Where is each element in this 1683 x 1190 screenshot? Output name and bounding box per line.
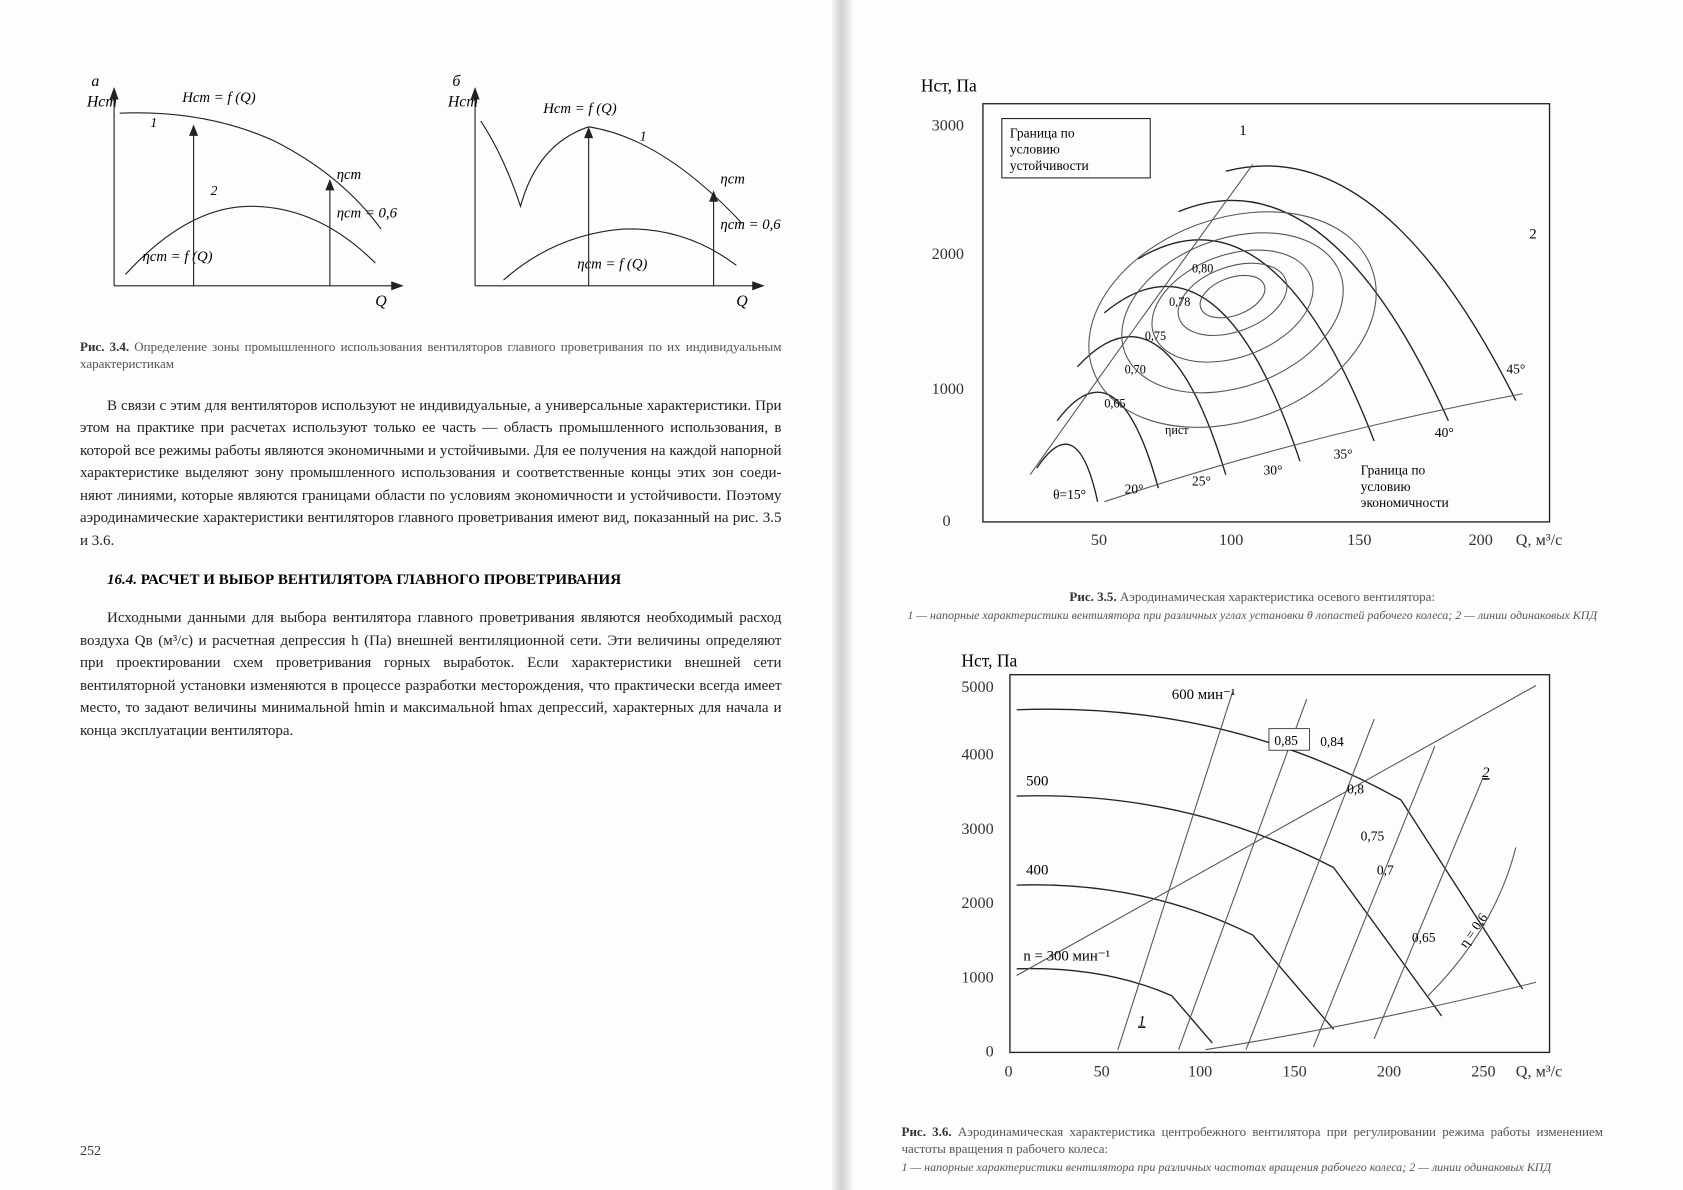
fig-3-5-caption: Рис. 3.5. Аэродинамическая характеристик… — [902, 588, 1604, 623]
eta-label-a: ηст — [337, 167, 362, 183]
c36-e1: 0,7 — [1376, 863, 1393, 878]
c36-xt4: 200 — [1376, 1064, 1400, 1081]
num2-a: 2 — [211, 183, 218, 198]
c35-xt1: 100 — [1219, 532, 1243, 549]
c35-xlabel: Q, м³/с — [1515, 532, 1562, 549]
x-label-b: Q — [736, 293, 748, 310]
section-16-4-title: 16.4. РАСЧЕТ И ВЫБОР ВЕНТИЛЯТОРА ГЛАВНОГ… — [80, 572, 782, 589]
c36-s2: 500 — [1026, 774, 1048, 790]
c36-xlabel: Q, м³/с — [1515, 1064, 1562, 1081]
eq-eta-a: ηст = f (Q) — [142, 249, 212, 265]
right-page: Hст, Па 0 1000 2000 3000 50 100 150 200 … — [842, 0, 1683, 1190]
label-a: а — [91, 73, 99, 90]
svg-text:условию: условию — [1360, 479, 1410, 494]
c36-e2: 0,75 — [1360, 829, 1384, 844]
c36-s3: 600 мин⁻¹ — [1171, 687, 1234, 703]
c35-yt3: 3000 — [931, 118, 963, 135]
c35-n2: 2 — [1529, 227, 1536, 243]
c35-a6: 45° — [1506, 362, 1525, 377]
svg-text:устойчивости: устойчивости — [1009, 158, 1088, 173]
y-label-b: Hст — [447, 93, 478, 110]
c35-yt2: 2000 — [931, 246, 963, 263]
book-spine — [832, 0, 852, 1190]
svg-text:Граница по: Граница по — [1009, 125, 1074, 140]
c36-e4: 0,84 — [1320, 734, 1344, 749]
eq-eta-b: ηст = f (Q) — [577, 257, 647, 273]
c35-n1: 1 — [1239, 123, 1246, 139]
c35-e1: 0,70 — [1124, 363, 1145, 377]
c35-xt2: 150 — [1347, 532, 1371, 549]
c36-yt1: 1000 — [961, 969, 993, 986]
c36-xt0: 0 — [1004, 1064, 1012, 1081]
c36-xt5: 250 — [1471, 1064, 1495, 1081]
caption-3-5-sub: 1 — напорные характеристики вентилятора … — [907, 608, 1597, 622]
c35-e0: 0,65 — [1104, 396, 1125, 410]
caption-3-6-bold: Рис. 3.6. — [902, 1124, 952, 1139]
c35-xt3: 200 — [1468, 532, 1492, 549]
c35-a3: 30° — [1263, 463, 1282, 478]
c36-ylabel: Hст, Па — [961, 651, 1017, 671]
eq-hcm-a: Hст = f (Q) — [181, 90, 256, 106]
fig-3-5-chart: Hст, Па 0 1000 2000 3000 50 100 150 200 … — [902, 70, 1604, 574]
c35-e4: 0,80 — [1192, 261, 1213, 275]
svg-text:Граница по: Граница по — [1360, 463, 1425, 478]
caption-3-6-main: Аэродинамическая характеристика центробе… — [902, 1124, 1604, 1157]
c35-xt0: 50 — [1090, 532, 1106, 549]
c36-e3: 0,8 — [1347, 782, 1364, 797]
c35-a0: θ=15° — [1053, 487, 1086, 502]
c36-xt3: 150 — [1282, 1064, 1306, 1081]
eta-label-b: ηст — [720, 172, 745, 188]
num1-a: 1 — [150, 115, 157, 130]
left-page: а Hст Q Hст = f (Q) 1 ηст = f (Q) 2 ηст … — [0, 0, 842, 1190]
fig-3-6-caption: Рис. 3.6. Аэродинамическая характеристик… — [902, 1123, 1604, 1176]
c35-a1: 20° — [1124, 482, 1143, 497]
c35-yt0: 0 — [942, 513, 950, 530]
c35-a2: 25° — [1192, 474, 1211, 489]
section-num: 16.4. — [107, 572, 137, 588]
caption-3-4-bold: Рис. 3.4. — [80, 339, 129, 354]
num1-b: 1 — [640, 128, 647, 143]
x-label-a: Q — [375, 293, 387, 310]
c35-e3: 0,78 — [1169, 295, 1190, 309]
y-label-a: Hст — [86, 93, 117, 110]
fig-3-4a-sketch: а Hст Q Hст = f (Q) 1 ηст = f (Q) 2 ηст … — [80, 70, 421, 320]
svg-text:экономичности: экономичности — [1360, 495, 1448, 510]
label-b: б — [452, 73, 461, 90]
page-number-left: 252 — [80, 1144, 101, 1160]
c36-n2: 2 — [1482, 765, 1490, 781]
c36-n1: 1 — [1138, 1014, 1145, 1030]
c35-ylabel: Hст, Па — [920, 76, 976, 96]
fig-3-4b-sketch: б Hст Q Hст = f (Q) 1 ηст = f (Q) ηст ηс… — [441, 70, 782, 320]
c36-e5: 0,85 — [1274, 733, 1298, 748]
c35-eicr: ηист — [1165, 423, 1189, 437]
c36-xt2: 100 — [1187, 1064, 1211, 1081]
fig-3-4-row: а Hст Q Hст = f (Q) 1 ηст = f (Q) 2 ηст … — [80, 70, 782, 320]
caption-3-5-main: Аэродинамическая характеристика осевого … — [1117, 589, 1435, 604]
eq-hcm-b: Hст = f (Q) — [542, 101, 617, 117]
c36-s0: n = 300 мин⁻¹ — [1023, 949, 1110, 965]
caption-3-5-bold: Рис. 3.5. — [1069, 589, 1116, 604]
c35-e2: 0,75 — [1144, 329, 1165, 343]
c36-yt5: 5000 — [961, 679, 993, 696]
paragraph-2: Исходными данными для выбора вентилятора… — [80, 607, 782, 742]
paragraph-1: В связи с этим для вентиляторов использу… — [80, 395, 782, 553]
section-text: РАСЧЕТ И ВЫБОР ВЕНТИЛЯТОРА ГЛАВНОГО ПРОВ… — [137, 572, 621, 588]
c36-xt1: 50 — [1093, 1064, 1109, 1081]
c36-s1: 400 — [1026, 863, 1048, 879]
fig-3-4-caption: Рис. 3.4. Определение зоны промышленного… — [80, 338, 782, 373]
caption-3-6-sub: 1 — напорные характеристики вентилятора … — [902, 1160, 1552, 1174]
eta06-a: ηст = 0,6 — [337, 206, 398, 222]
fig-3-6-chart: Hст, Па 0 1000 2000 3000 4000 5000 0 50 … — [902, 645, 1604, 1109]
c36-yt3: 3000 — [961, 821, 993, 838]
c36-e0: 0,65 — [1411, 930, 1435, 945]
c36-yt0: 0 — [985, 1044, 993, 1061]
c36-yt2: 2000 — [961, 895, 993, 912]
caption-3-4-text: Определение зоны промышленного использов… — [80, 339, 782, 372]
c35-a4: 35° — [1333, 447, 1352, 462]
eta06-b: ηст = 0,6 — [720, 217, 781, 233]
c36-yt4: 4000 — [961, 747, 993, 764]
c35-yt1: 1000 — [931, 381, 963, 398]
c35-a5: 40° — [1434, 425, 1453, 440]
svg-text:условию: условию — [1009, 142, 1059, 157]
